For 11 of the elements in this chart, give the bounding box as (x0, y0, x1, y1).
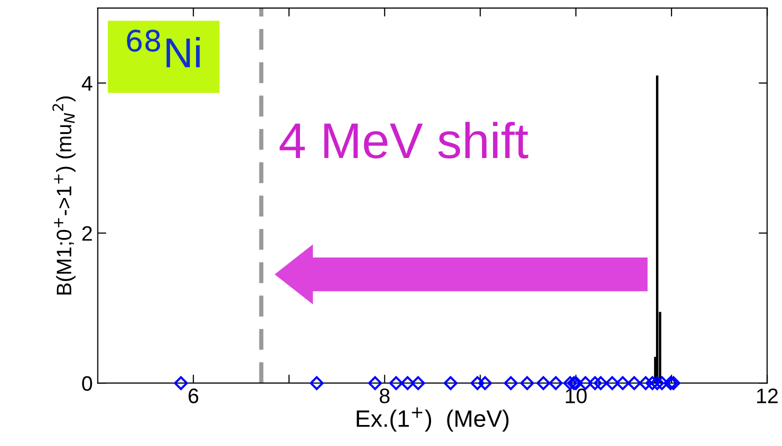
annotation: 4 MeV shift (280, 122, 528, 159)
y-tick-label: 4 (82, 76, 92, 91)
x-tick-label: 8 (380, 388, 390, 404)
y-tick-label: 2 (82, 226, 92, 241)
y-tick-label: 0 (82, 376, 92, 391)
x-tick-label: 10 (566, 388, 587, 404)
x-tick-label: 6 (188, 388, 198, 404)
x-axis-title: Ex.(1$^{+}$) (MeV) (356, 407, 508, 432)
y-axis-title: B(M1;0$^{+}$->1$^{+}$) (mu$_{N}$$^{2}$) (52, 96, 76, 294)
annotation: $^{68}$Ni (126, 30, 200, 68)
x-tick-label: 12 (757, 388, 778, 404)
